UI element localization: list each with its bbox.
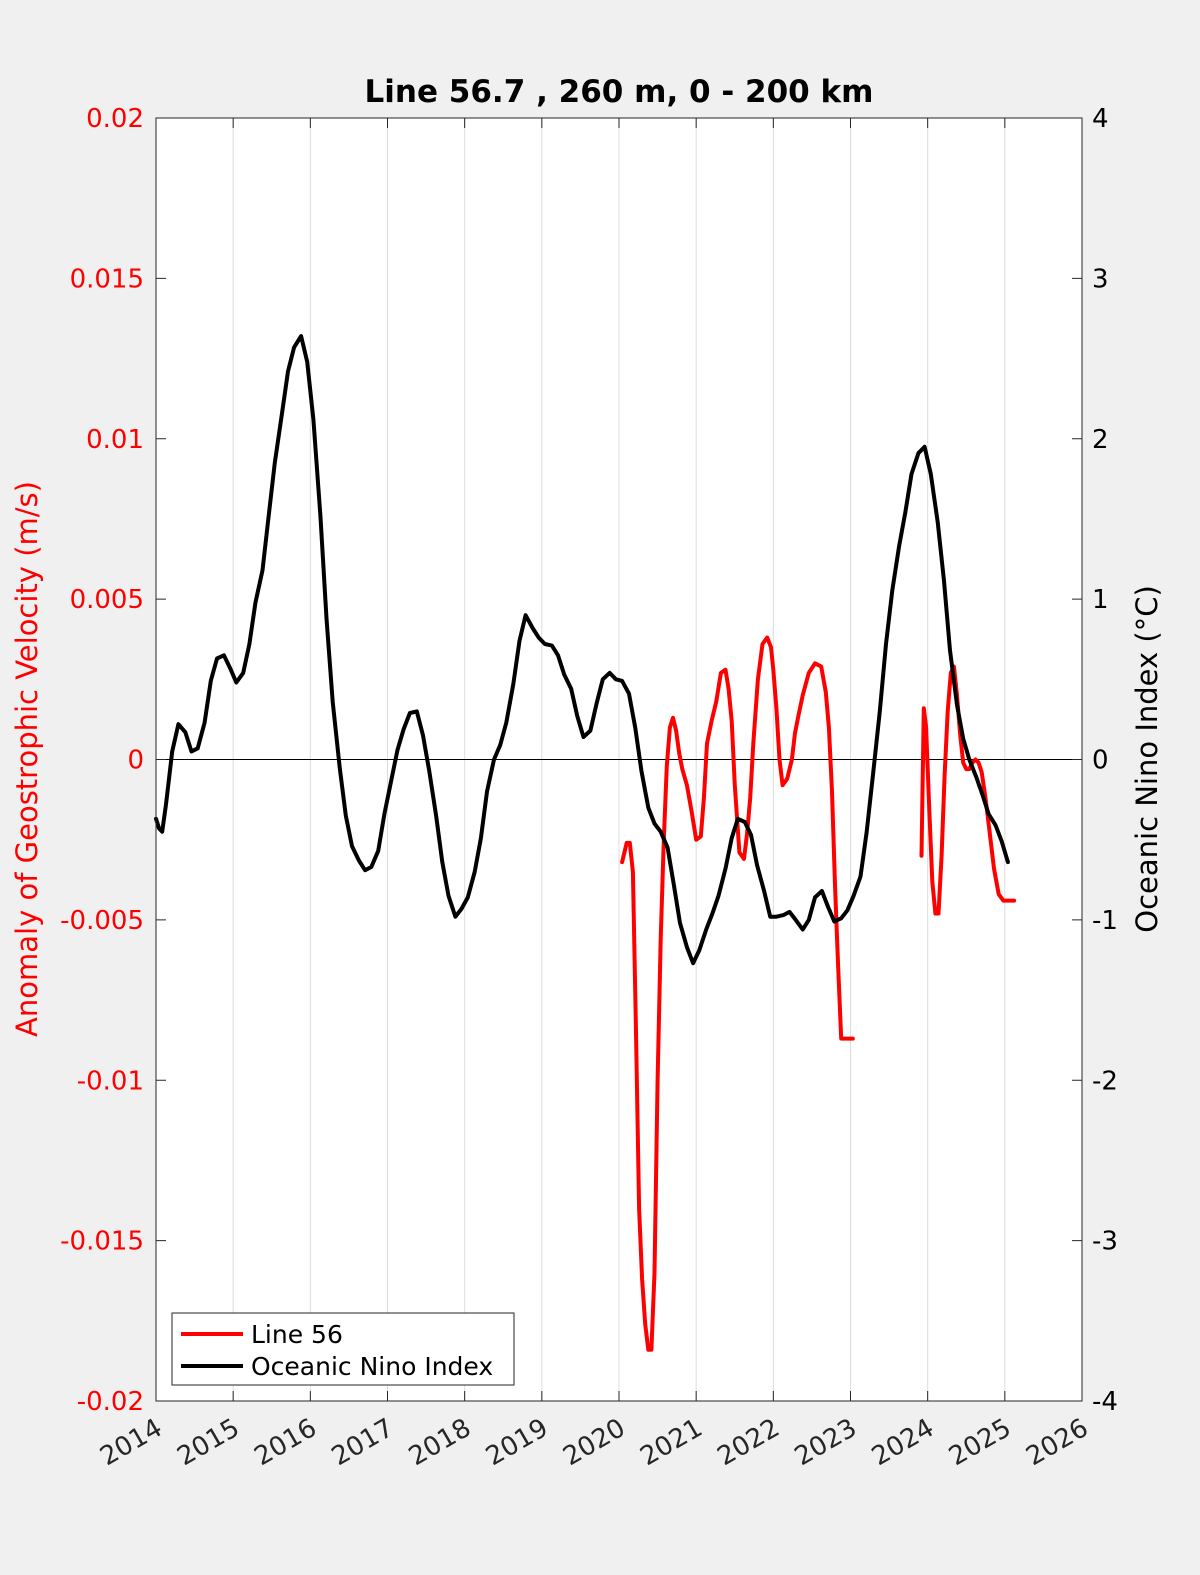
- y-tick-label-right: 3: [1092, 264, 1109, 294]
- x-tick-label: 2022: [713, 1413, 785, 1472]
- y-axis-right-label: Oceanic Nino Index (°C): [1130, 585, 1164, 933]
- legend-box: [171, 1312, 515, 1386]
- y-tick-label-right: -1: [1092, 906, 1118, 936]
- legend: Line 56 Oceanic Nino Index: [171, 1312, 515, 1386]
- y-tick-label-right: -2: [1092, 1066, 1118, 1096]
- y-tick-label-right: -3: [1092, 1227, 1118, 1257]
- x-tick-label: 2026: [1021, 1413, 1093, 1472]
- x-tick-label: 2015: [172, 1413, 244, 1472]
- legend-label-oni: Oceanic Nino Index: [251, 1352, 493, 1381]
- y-tick-label-right: -4: [1092, 1387, 1118, 1417]
- y-axis-left-label: Anomaly of Geostrophic Velocity (m/s): [10, 481, 44, 1037]
- y-tick-label-right: 0: [1092, 746, 1109, 776]
- series-line56-segment-1: [919, 664, 1017, 916]
- y-tick-label-left: -0.02: [77, 1387, 144, 1417]
- y-tick-label-right: 1: [1092, 585, 1109, 615]
- series-layer: [154, 334, 1017, 1352]
- y-tick-label-left: 0.01: [86, 425, 144, 455]
- x-tick-label: 2024: [867, 1413, 939, 1472]
- series-line56-segment-0: [620, 635, 855, 1352]
- x-tick-label: 2016: [250, 1413, 322, 1472]
- x-tick-label: 2023: [790, 1413, 862, 1472]
- x-tick-label: 2021: [635, 1413, 707, 1472]
- x-tick-label: 2020: [558, 1413, 630, 1472]
- series-oni-segment-0: [154, 334, 1010, 966]
- y-tick-label-left: 0.02: [86, 104, 144, 134]
- y-tick-label-left: -0.005: [60, 906, 144, 936]
- chart-title: Line 56.7 , 260 m, 0 - 200 km: [365, 74, 874, 110]
- y-tick-label-left: 0.005: [70, 585, 144, 615]
- x-tick-label: 2018: [404, 1413, 476, 1472]
- y-tick-label-left: -0.015: [60, 1227, 144, 1257]
- legend-label-line56: Line 56: [251, 1320, 343, 1349]
- x-tick-label: 2025: [944, 1413, 1016, 1472]
- y-tick-label-left: -0.01: [77, 1066, 144, 1096]
- y-tick-label-left: 0: [127, 746, 144, 776]
- y-tick-label-left: 0.015: [70, 264, 144, 294]
- x-tick-label: 2017: [327, 1413, 399, 1472]
- y-tick-label-right: 2: [1092, 425, 1109, 455]
- x-tick-label: 2014: [95, 1413, 167, 1472]
- y-tick-label-right: 4: [1092, 104, 1109, 134]
- x-tick-label: 2019: [481, 1413, 553, 1472]
